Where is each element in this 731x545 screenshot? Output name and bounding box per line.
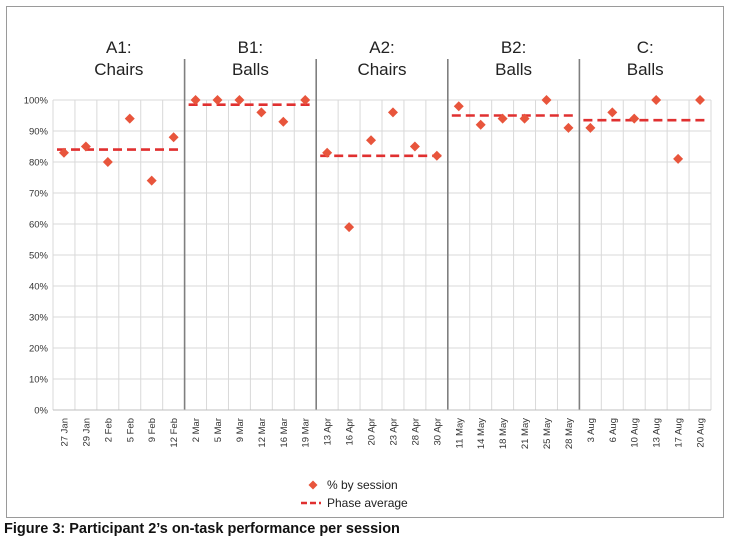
- x-tick-label: 19 Mar: [301, 418, 312, 448]
- session-marker: [541, 95, 552, 105]
- x-tick-label: 3 Aug: [586, 418, 597, 442]
- x-tick-label: 9 Mar: [235, 418, 246, 442]
- x-tick-label: 11 May: [454, 418, 465, 449]
- session-marker: [585, 122, 596, 133]
- x-tick-label: 14 May: [476, 418, 487, 449]
- session-marker: [366, 135, 377, 146]
- y-tick-label: 70%: [29, 189, 49, 200]
- legend-label-average: Phase average: [327, 496, 408, 510]
- legend-marker-swatch: [308, 480, 318, 490]
- x-tick-label: 5 Mar: [213, 418, 224, 442]
- x-tick-label: 18 May: [498, 418, 509, 449]
- y-tick-label: 80%: [29, 158, 49, 169]
- on-task-performance-chart: 0% 10% 20% 30% 40% 50% 60% 70% 80% 90% 100% A1: Chai…: [24, 38, 712, 510]
- x-tick-label: 16 Apr: [345, 418, 356, 445]
- y-tick-label: 50%: [29, 251, 49, 262]
- session-marker: [80, 141, 91, 152]
- y-tick-label: 0%: [34, 406, 48, 417]
- legend-label-session: % by session: [327, 478, 398, 492]
- x-tick-label: 16 Mar: [279, 418, 290, 448]
- session-marker: [497, 113, 508, 124]
- phase-subtitle: Balls: [232, 60, 269, 79]
- x-tick-label: 9 Feb: [147, 418, 158, 442]
- x-tick-label: 10 Aug: [630, 418, 641, 448]
- x-tick-label: 29 Jan: [81, 418, 92, 447]
- x-tick-label: 20 Aug: [696, 418, 707, 448]
- phase-title: B2:: [501, 38, 527, 57]
- session-marker: [300, 95, 311, 105]
- session-marker: [344, 222, 355, 233]
- phase-subtitle: Balls: [627, 60, 664, 79]
- phase-subtitle: Balls: [495, 60, 532, 79]
- x-tick-label: 13 Aug: [652, 418, 663, 448]
- x-tick-label: 12 Feb: [169, 418, 180, 448]
- x-tick-label: 28 Apr: [410, 418, 421, 445]
- session-marker: [673, 153, 684, 164]
- session-marker: [563, 122, 574, 133]
- figure-caption: Figure 3: Participant 2’s on-task perfor…: [4, 521, 400, 537]
- y-tick-label: 60%: [29, 220, 49, 231]
- session-marker: [168, 132, 179, 143]
- session-marker: [409, 141, 420, 152]
- x-tick-label: 21 May: [520, 418, 531, 449]
- x-tick-label: 20 Apr: [367, 418, 378, 445]
- phase-subtitle: Chairs: [357, 60, 406, 79]
- x-tick-label: 6 Aug: [608, 418, 619, 442]
- y-tick-label: 40%: [29, 282, 49, 293]
- y-tick-label: 100%: [24, 96, 49, 107]
- session-marker: [234, 95, 245, 105]
- x-tick-label: 30 Apr: [432, 418, 443, 445]
- phase-title: B1:: [238, 38, 264, 57]
- session-marker: [651, 95, 662, 105]
- session-marker: [322, 147, 333, 158]
- session-marker: [256, 107, 267, 118]
- x-tick-label: 13 Apr: [323, 418, 334, 445]
- session-marker: [278, 116, 289, 127]
- session-marker: [190, 95, 201, 105]
- session-marker: [146, 175, 157, 186]
- x-tick-label: 17 Aug: [674, 418, 685, 448]
- x-tick-label: 2 Feb: [103, 418, 114, 442]
- y-tick-label: 30%: [29, 313, 49, 324]
- y-tick-label: 90%: [29, 127, 49, 138]
- x-tick-label: 12 Mar: [257, 418, 268, 448]
- phase-subtitle: Chairs: [94, 60, 143, 79]
- session-marker: [431, 150, 442, 161]
- y-tick-label: 10%: [29, 375, 49, 386]
- session-marker: [124, 113, 135, 124]
- chart-frame: 0% 10% 20% 30% 40% 50% 60% 70% 80% 90% 100% A1: Chai…: [6, 6, 724, 518]
- session-marker: [475, 119, 486, 130]
- phase-title: C:: [637, 38, 654, 57]
- x-tick-label: 5 Feb: [125, 418, 136, 442]
- session-marker: [212, 95, 223, 105]
- x-tick-label: 27 Jan: [59, 418, 70, 447]
- session-marker: [387, 107, 398, 118]
- session-marker: [102, 157, 113, 167]
- x-tick-label: 25 May: [542, 418, 553, 449]
- session-marker: [695, 95, 706, 105]
- session-marker: [58, 147, 69, 158]
- y-tick-label: 20%: [29, 344, 49, 355]
- phase-title: A1:: [106, 38, 132, 57]
- x-tick-label: 2 Mar: [191, 418, 202, 442]
- x-tick-label: 23 Apr: [388, 418, 399, 445]
- session-marker: [607, 107, 618, 118]
- phase-title: A2:: [369, 38, 395, 57]
- x-tick-label: 28 May: [564, 418, 575, 449]
- session-marker: [629, 113, 640, 124]
- session-marker: [519, 113, 530, 124]
- session-marker: [453, 101, 464, 112]
